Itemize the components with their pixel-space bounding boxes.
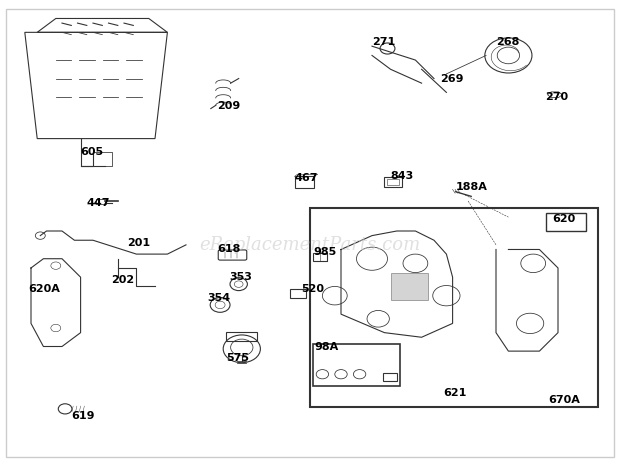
Text: 202: 202 [112,274,135,285]
Bar [96,199,106,204]
Bar [387,179,399,185]
Text: 985: 985 [313,247,336,257]
Bar [546,213,586,231]
Text: 520: 520 [301,284,324,294]
Text: 353: 353 [229,272,252,282]
Bar [313,253,327,261]
Text: 620A: 620A [28,284,60,294]
Bar [313,344,400,386]
Bar [290,289,306,298]
Text: 618: 618 [217,244,241,255]
Bar [310,208,598,407]
Text: 620: 620 [552,214,575,225]
Text: 843: 843 [391,170,414,181]
Text: 201: 201 [127,237,150,248]
Text: 467: 467 [294,173,318,183]
Bar [320,253,327,261]
Text: 268: 268 [496,36,520,47]
Text: 670A: 670A [549,395,580,405]
Bar [383,373,397,381]
Bar [391,273,428,300]
Text: eReplacementParts.com: eReplacementParts.com [200,236,420,254]
Text: 575: 575 [226,353,249,363]
Bar [384,177,402,187]
Text: 98A: 98A [314,341,339,352]
Text: 188A: 188A [456,182,487,192]
Text: 621: 621 [443,388,467,398]
Text: 619: 619 [71,411,95,421]
Text: 209: 209 [217,101,241,111]
Text: 605: 605 [81,147,104,158]
Bar [226,332,257,341]
Text: 271: 271 [372,36,396,47]
Text: 269: 269 [440,73,464,84]
Text: 354: 354 [208,293,231,303]
Text: 447: 447 [87,198,110,208]
Bar [294,176,314,188]
Text: 270: 270 [546,92,569,102]
